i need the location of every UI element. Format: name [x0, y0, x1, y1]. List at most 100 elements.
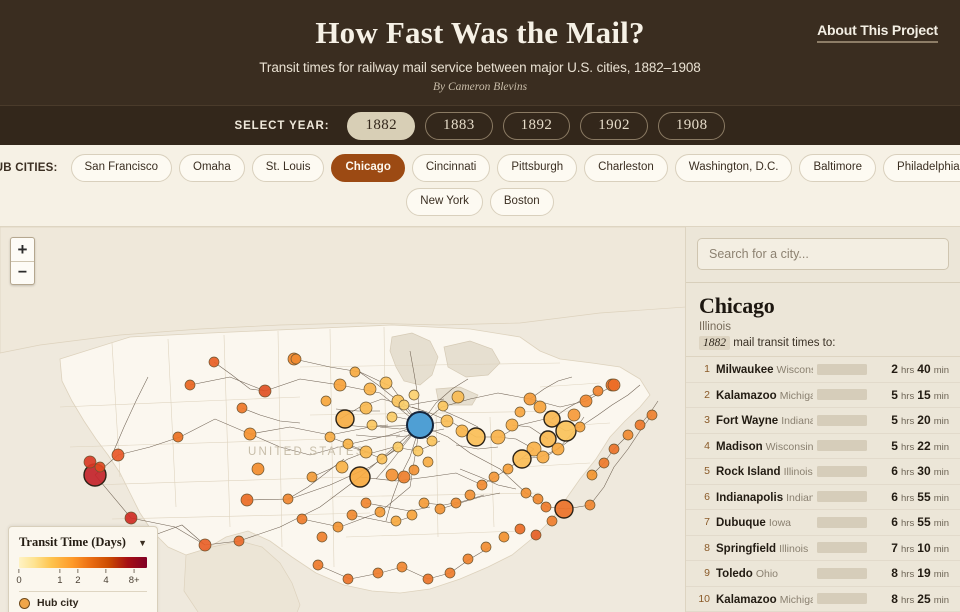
- map-city-circle[interactable]: [440, 414, 454, 428]
- map-city-circle[interactable]: [586, 469, 598, 481]
- map-city-circle[interactable]: [406, 509, 418, 521]
- map-city-circle[interactable]: [512, 449, 532, 469]
- map-city-circle[interactable]: [455, 424, 469, 438]
- map-city-circle[interactable]: [533, 400, 547, 414]
- destination-row[interactable]: 4 Madison Wisconsin 5 hrs 22 min: [686, 434, 960, 459]
- map-city-circle[interactable]: [251, 462, 265, 476]
- map-city-circle[interactable]: [536, 450, 550, 464]
- map-city-circle[interactable]: [412, 445, 424, 457]
- map-city-circle[interactable]: [208, 356, 220, 368]
- map-city-circle[interactable]: [567, 408, 581, 422]
- map-city-circle[interactable]: [349, 366, 361, 378]
- map-city-circle[interactable]: [574, 421, 586, 433]
- map-city-circle[interactable]: [514, 406, 526, 418]
- map-city-circle[interactable]: [634, 419, 646, 431]
- destination-row[interactable]: 3 Fort Wayne Indiana 5 hrs 20 min: [686, 408, 960, 434]
- map-city-circle[interactable]: [502, 463, 514, 475]
- map-city-circle[interactable]: [555, 420, 577, 442]
- map-city-circle[interactable]: [282, 493, 294, 505]
- year-button-1883[interactable]: 1883: [425, 111, 493, 140]
- map-city-circle[interactable]: [418, 497, 430, 509]
- hub-city-button-washington-d-c[interactable]: Washington, D.C.: [674, 154, 793, 182]
- hub-city-button-chicago[interactable]: Chicago: [331, 154, 405, 182]
- map-city-circle[interactable]: [349, 466, 371, 488]
- map-city-circle[interactable]: [366, 419, 378, 431]
- map-city-circle[interactable]: [646, 409, 658, 421]
- map-city-circle[interactable]: [324, 431, 336, 443]
- map-canvas[interactable]: UNITED STATES: [0, 227, 686, 612]
- map-city-circle[interactable]: [296, 513, 308, 525]
- map-city-circle[interactable]: [390, 515, 402, 527]
- map-city-circle[interactable]: [332, 521, 344, 533]
- map-city-circle[interactable]: [608, 443, 620, 455]
- map-city-circle[interactable]: [554, 499, 574, 519]
- map-city-circle[interactable]: [333, 378, 347, 392]
- map-city-circle[interactable]: [386, 411, 398, 423]
- map-city-circle[interactable]: [540, 501, 552, 513]
- map-city-circle[interactable]: [342, 573, 354, 585]
- map-city-circle[interactable]: [622, 429, 634, 441]
- map-city-circle[interactable]: [434, 503, 446, 515]
- hub-city-button-omaha[interactable]: Omaha: [179, 154, 245, 182]
- hub-city-button-cincinnati[interactable]: Cincinnati: [411, 154, 491, 182]
- map-city-circle[interactable]: [607, 378, 621, 392]
- year-button-1902[interactable]: 1902: [580, 111, 648, 140]
- destination-row[interactable]: 5 Rock Island Illinois 6 hrs 30 min: [686, 459, 960, 485]
- map-city-circle[interactable]: [422, 456, 434, 468]
- map-city-circle[interactable]: [290, 353, 302, 365]
- map-city-circle[interactable]: [374, 506, 386, 518]
- map-city-circle[interactable]: [488, 471, 500, 483]
- map-city-circle[interactable]: [335, 460, 349, 474]
- map-city-circle[interactable]: [464, 489, 476, 501]
- hub-city-button-new-york[interactable]: New York: [406, 188, 483, 216]
- hub-city-button-baltimore[interactable]: Baltimore: [799, 154, 877, 182]
- map-city-circle[interactable]: [306, 471, 318, 483]
- destination-list[interactable]: 1MilwaukeeWisconsin2 hrs 40 min2Kalamazo…: [686, 356, 960, 612]
- map-city-circle[interactable]: [398, 399, 410, 411]
- map-city-circle[interactable]: [233, 535, 245, 547]
- map-city-circle[interactable]: [258, 384, 272, 398]
- hub-city-button-boston[interactable]: Boston: [489, 188, 554, 216]
- map-city-circle[interactable]: [359, 401, 373, 415]
- map-city-circle[interactable]: [523, 392, 537, 406]
- map-city-circle[interactable]: [376, 453, 388, 465]
- map-city-circle[interactable]: [236, 402, 248, 414]
- zoom-in-button[interactable]: +: [17, 240, 28, 259]
- map-city-circle[interactable]: [426, 435, 438, 447]
- map-city-circle[interactable]: [480, 541, 492, 553]
- map-hub-circle-chicago[interactable]: [406, 411, 434, 439]
- zoom-out-button[interactable]: −: [11, 261, 34, 284]
- map-city-circle[interactable]: [184, 379, 196, 391]
- map-city-circle[interactable]: [476, 479, 488, 491]
- map-city-circle[interactable]: [396, 561, 408, 573]
- map-city-circle[interactable]: [111, 448, 125, 462]
- search-input[interactable]: [697, 238, 949, 270]
- map-city-circle[interactable]: [359, 445, 373, 459]
- chevron-down-icon[interactable]: ▼: [138, 537, 147, 548]
- map-city-circle[interactable]: [94, 461, 106, 473]
- map-city-circle[interactable]: [312, 559, 324, 571]
- map-city-circle[interactable]: [505, 418, 519, 432]
- map-city-circle[interactable]: [592, 385, 604, 397]
- map-city-circle[interactable]: [397, 470, 411, 484]
- hub-city-button-st-louis[interactable]: St. Louis: [251, 154, 325, 182]
- map-zoom-controls[interactable]: + −: [10, 237, 35, 285]
- map-city-circle[interactable]: [385, 468, 399, 482]
- map-city-circle[interactable]: [466, 427, 486, 447]
- map-city-circle[interactable]: [437, 400, 449, 412]
- about-this-project-link[interactable]: About This Project: [817, 22, 938, 43]
- map-city-circle[interactable]: [408, 464, 420, 476]
- map-city-circle[interactable]: [240, 493, 254, 507]
- destination-row[interactable]: 10 KalamazooMichigan 8 hrs 25 min: [686, 587, 960, 612]
- map-city-circle[interactable]: [546, 515, 558, 527]
- map-panel[interactable]: UNITED STATES + − Transit Time (Days) ▼ …: [0, 227, 686, 612]
- map-city-circle[interactable]: [422, 573, 434, 585]
- map-city-circle[interactable]: [342, 438, 354, 450]
- map-city-circle[interactable]: [520, 487, 532, 499]
- map-city-circle[interactable]: [372, 567, 384, 579]
- destination-row[interactable]: 6 IndianapolisIndiana 6 hrs 55 min: [686, 485, 960, 510]
- map-city-circle[interactable]: [124, 511, 138, 525]
- hub-city-button-charleston[interactable]: Charleston: [584, 154, 668, 182]
- map-city-circle[interactable]: [392, 441, 404, 453]
- map-city-circle[interactable]: [172, 431, 184, 443]
